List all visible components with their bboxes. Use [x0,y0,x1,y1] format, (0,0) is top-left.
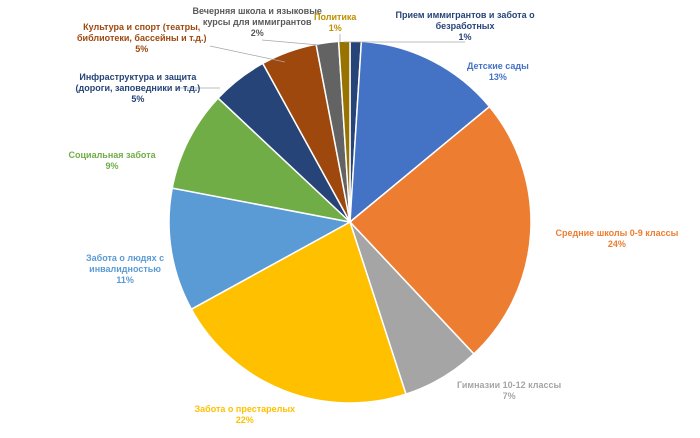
slice-label-text: библиотеки, бассейны и т.д.) [77,33,207,43]
slice-label-text: (дороги, заповедники и т.д.) [75,83,201,93]
slice-label-text: Детские сады [467,61,529,71]
slice-label-text: Забота о людях с [86,253,165,263]
slice-data-label: Забота о людях с инвалидностью 11% [86,253,164,286]
slice-label-text: Вечерняя школа и языковые [192,6,322,16]
slice-label-text: Социальная забота [68,150,156,160]
leader-lines [176,34,465,89]
slice-data-label: Средние школы 0-9 классы 24% [556,228,679,250]
leader-line [209,45,286,63]
pie-slice [337,40,351,223]
pie-slice [190,220,407,404]
slice-label-text: Инфраструктура и защита [79,72,197,82]
leader-line [261,39,320,46]
slice-percent-label: 22% [235,415,254,425]
slice-percent-label: 11% [116,275,134,285]
pie-slice [168,187,353,311]
slice-percent-label: 13% [488,72,507,82]
slice-percent-label: 1% [328,23,342,33]
slice-data-label: Детские сады 13% [467,61,529,83]
slice-percent-label: 24% [607,239,626,249]
slice-percent-label: 1% [458,32,472,42]
slice-percent-label: 7% [502,391,516,401]
slice-label-text: курсы для иммигрантов [202,17,312,27]
slice-data-label: Культура и спорт (театры, библиотеки, бас… [77,22,207,55]
slice-label-text: Средние школы 0-9 классы [555,228,679,238]
slice-label-text: Забота о престарелых [194,404,296,414]
slice-label-text: Прием иммигрантов и забота о [395,10,535,20]
slice-label-text: Политика [314,12,357,22]
slice-data-label: Вечерняя школа и языковые курсы для иммиг… [193,6,322,39]
slice-data-label: Социальная забота 9% [69,150,156,172]
pie-slices [168,40,532,404]
slice-data-label: Забота о престарелых 22% [195,404,296,426]
slice-data-label: Инфраструктура и защита (дороги, заповедн… [76,72,201,105]
pie-slice [348,105,532,356]
slice-label-text: Гимназии 10-12 классы [457,380,562,390]
slice-percent-label: 2% [250,28,264,38]
slice-data-label: Политика 1% [314,12,356,34]
slice-label-text: безработных [435,21,495,31]
slice-label-text: инвалидностью [89,264,161,274]
pie-slice [171,97,353,224]
slice-percent-label: 5% [135,44,149,54]
slice-data-label: Прием иммигрантов и забота о безработных 1… [396,10,535,43]
slice-percent-label: 9% [105,161,119,171]
slice-data-label: Гимназии 10-12 классы 7% [457,380,561,402]
slice-percent-label: 5% [131,94,145,104]
slice-label-text: Культура и спорт (театры, [83,22,201,32]
